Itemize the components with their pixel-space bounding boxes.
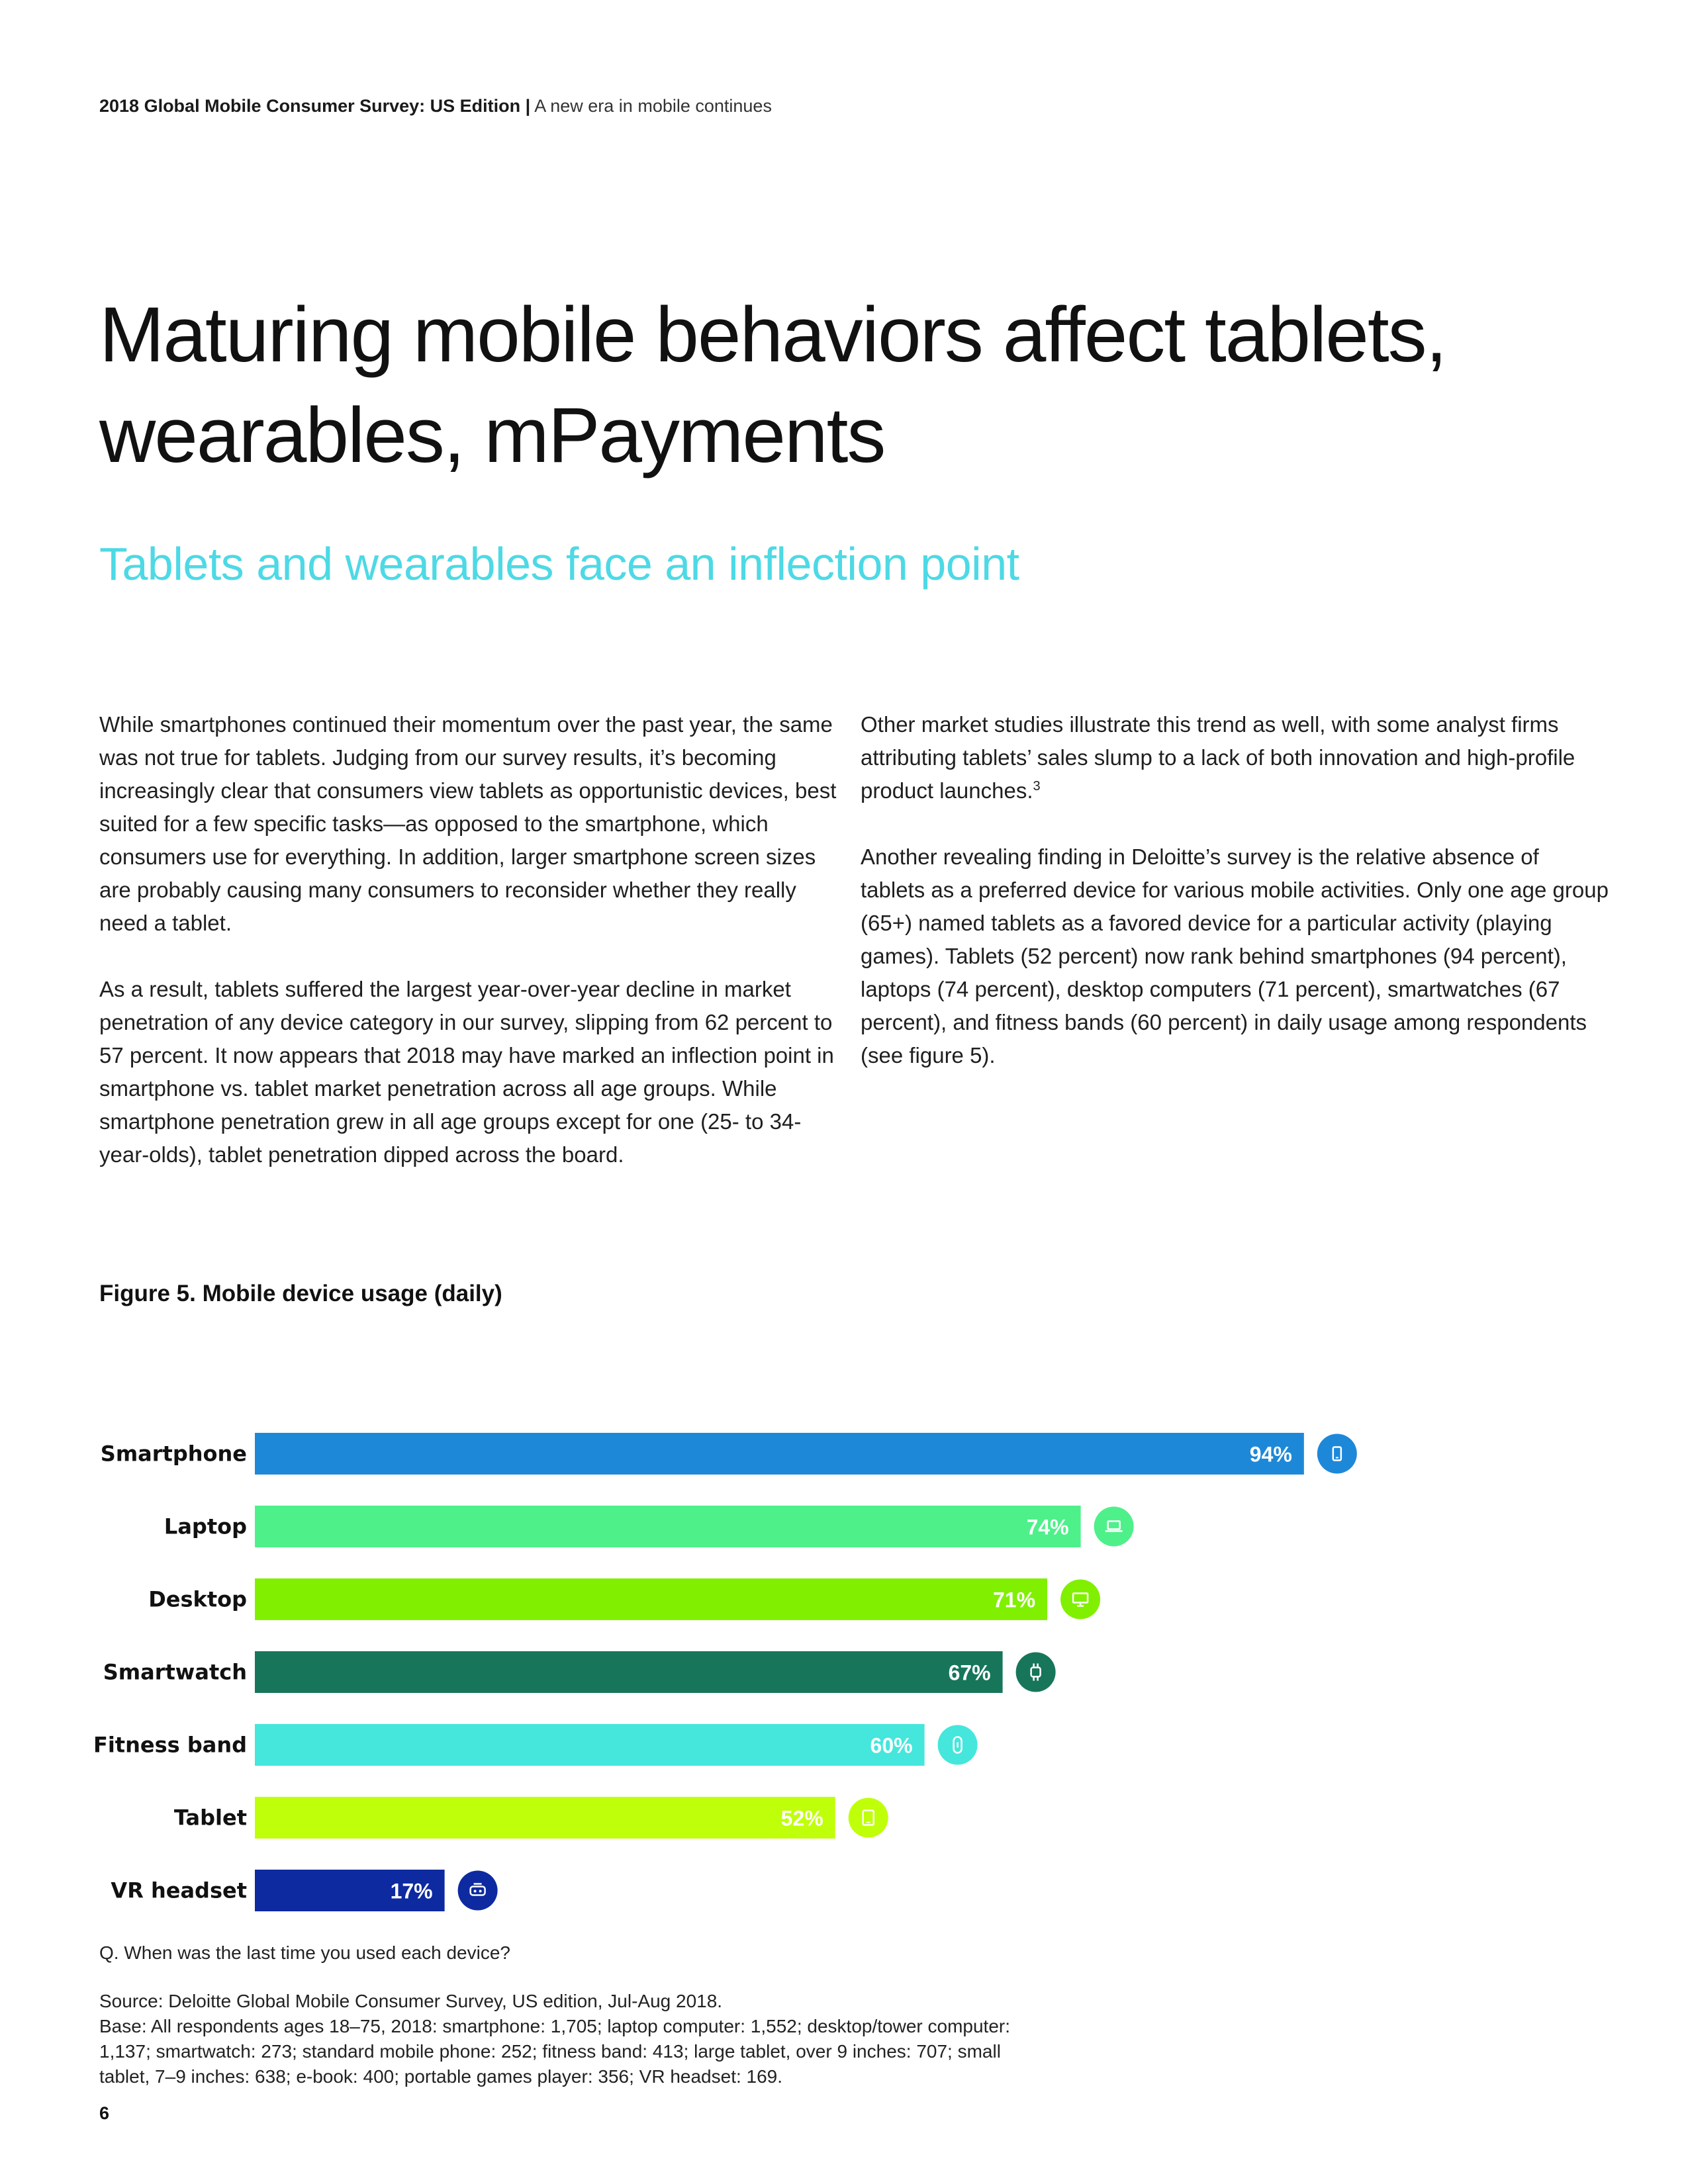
bar-value-fitness-band: 60%	[870, 1734, 913, 1758]
paragraph: As a result, tablets suffered the larges…	[99, 977, 834, 1167]
bar-vr-headset	[255, 1870, 445, 1911]
report-subtitle: A new era in mobile continues	[534, 96, 772, 116]
paragraph: Another revealing finding in Deloitte’s …	[861, 844, 1609, 1068]
source-line: Source: Deloitte Global Mobile Consumer …	[99, 1991, 723, 2011]
survey-question: Q. When was the last time you used each …	[99, 1942, 510, 1963]
smartphone-icon	[1317, 1433, 1357, 1474]
smartwatch-icon	[1015, 1652, 1056, 1692]
page-title: Maturing mobile behaviors affect tablets…	[99, 291, 1447, 479]
bar-label-laptop: Laptop	[164, 1514, 247, 1539]
bar-label-vr-headset: VR headset	[111, 1878, 247, 1903]
bar-label-smartphone: Smartphone	[101, 1441, 247, 1467]
bar-value-tablet: 52%	[781, 1807, 823, 1831]
fitness-band-icon	[937, 1725, 978, 1765]
paragraph: While smartphones continued their moment…	[99, 712, 837, 935]
right-text-column: Other market studies illustrate this tre…	[861, 708, 1609, 1105]
bar-value-desktop: 71%	[993, 1588, 1035, 1612]
bar-laptop	[255, 1506, 1081, 1547]
footnote-marker: 3	[1033, 779, 1041, 794]
source-note: Source: Deloitte Global Mobile Consumer …	[99, 1989, 1026, 2089]
bar-smartphone	[255, 1433, 1304, 1475]
running-header: 2018 Global Mobile Consumer Survey: US E…	[99, 96, 772, 116]
paragraph: Other market studies illustrate this tre…	[861, 708, 1609, 807]
tablet-icon	[848, 1797, 888, 1838]
base-line: Base: All respondents ages 18–75, 2018: …	[99, 2016, 1010, 2087]
bar-value-laptop: 74%	[1027, 1516, 1069, 1539]
report-title: 2018 Global Mobile Consumer Survey: US E…	[99, 96, 521, 116]
bar-value-smartwatch: 67%	[949, 1661, 991, 1685]
paragraph-text: Other market studies illustrate this tre…	[861, 712, 1575, 803]
bar-value-smartphone: 94%	[1250, 1443, 1292, 1467]
bar-chart: Smartphone 94% Laptop 74% Desktop 71% Smartwat…	[93, 1433, 1357, 1911]
header-separator: |	[525, 96, 531, 116]
bar-label-smartwatch: Smartwatch	[103, 1660, 247, 1685]
left-text-column: While smartphones continued their moment…	[99, 708, 841, 1205]
bar-value-vr-headset: 17%	[391, 1880, 433, 1903]
desktop-icon	[1060, 1579, 1101, 1619]
laptop-icon	[1094, 1506, 1134, 1547]
bar-fitness-band	[255, 1724, 925, 1766]
bar-tablet	[255, 1797, 835, 1839]
bar-smartwatch	[255, 1651, 1003, 1693]
figure-title: Figure 5. Mobile device usage (daily)	[99, 1281, 502, 1306]
bar-label-desktop: Desktop	[148, 1587, 247, 1612]
bar-label-tablet: Tablet	[174, 1805, 247, 1831]
vr-headset-icon	[457, 1870, 498, 1911]
bar-desktop	[255, 1578, 1048, 1620]
section-heading: Tablets and wearables face an inflection…	[99, 538, 1019, 590]
page-number: 6	[99, 2103, 110, 2123]
bar-label-fitness-band: Fitness band	[93, 1733, 247, 1758]
